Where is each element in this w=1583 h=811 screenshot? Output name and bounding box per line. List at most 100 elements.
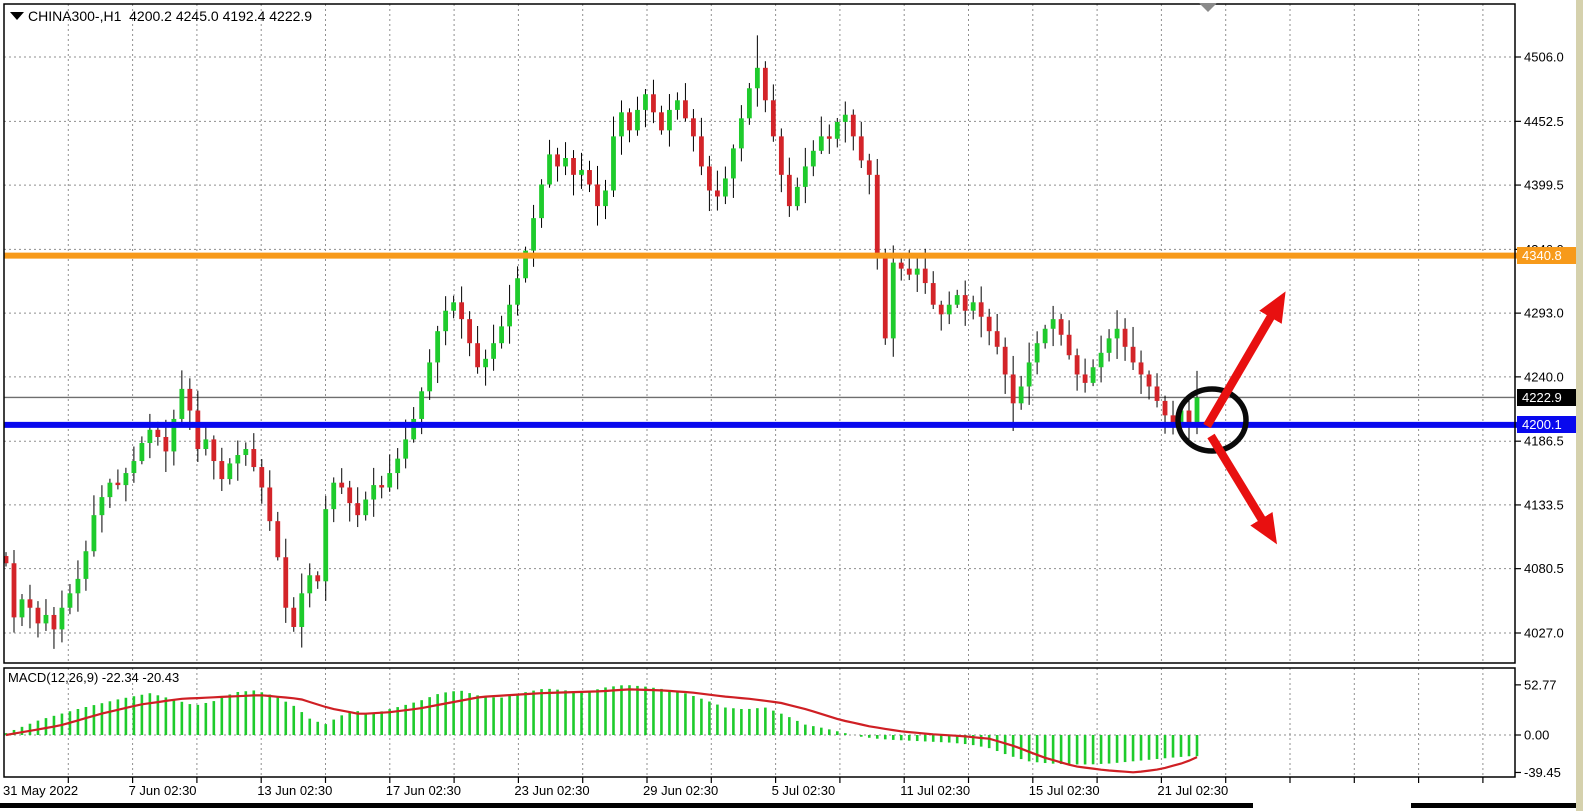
candle-up xyxy=(1106,338,1112,353)
chart-shift-marker-icon[interactable] xyxy=(1199,3,1217,12)
candle-down xyxy=(187,388,193,411)
candle-up xyxy=(810,150,816,167)
candle-up xyxy=(403,439,409,459)
candle-down xyxy=(882,256,888,339)
candle-up xyxy=(59,607,65,630)
candle-down xyxy=(826,136,832,139)
candle-down xyxy=(770,100,776,137)
candle-down xyxy=(683,100,688,119)
candle-up xyxy=(443,310,449,332)
candle-up xyxy=(307,575,313,594)
candle-down xyxy=(211,439,217,462)
candle-down xyxy=(1154,386,1160,401)
candle-up xyxy=(67,593,73,608)
candle-up xyxy=(1018,386,1024,404)
candle-down xyxy=(922,268,928,284)
candle-up xyxy=(603,190,608,207)
candle-down xyxy=(267,487,273,522)
candle-down xyxy=(906,268,912,275)
candle-down xyxy=(195,410,201,450)
candle-down xyxy=(994,331,1000,347)
gridlines xyxy=(4,4,1515,777)
candlesticks xyxy=(3,35,1200,649)
candle-down xyxy=(699,136,704,167)
candle-up xyxy=(579,170,584,175)
candle-up xyxy=(363,499,369,516)
support-price-tag: 4200.1 xyxy=(1517,416,1578,434)
candle-down xyxy=(163,436,169,452)
candle-down xyxy=(219,461,225,480)
arrow-down-annotation[interactable] xyxy=(1207,433,1278,545)
candle-down xyxy=(1130,346,1136,363)
candle-down xyxy=(115,482,121,486)
candle-up xyxy=(890,262,896,339)
price-tick-label: 4506.0 xyxy=(1524,50,1564,65)
price-tick-label: 4452.5 xyxy=(1524,114,1564,129)
highlight-circle[interactable] xyxy=(1175,386,1249,454)
price-tick-label: 4027.0 xyxy=(1524,625,1564,640)
macd-tick-label: -39.45 xyxy=(1524,765,1561,780)
candle-down xyxy=(1122,328,1128,347)
candle-up xyxy=(435,331,441,363)
candle-up xyxy=(243,449,249,456)
candle-up xyxy=(515,278,520,305)
candle-down xyxy=(347,487,353,504)
candle-up xyxy=(147,429,153,444)
candle-up xyxy=(730,148,736,179)
time-tick-label: 15 Jul 02:30 xyxy=(1029,783,1100,798)
horizontal-scrollbar-right[interactable] xyxy=(1411,803,1576,808)
candle-up xyxy=(954,295,960,305)
candle-up xyxy=(842,114,848,122)
arrow-up-annotation[interactable] xyxy=(1203,291,1286,429)
candle-up xyxy=(611,136,616,191)
candle-up xyxy=(1098,352,1104,368)
candle-down xyxy=(978,302,984,317)
candle-down xyxy=(3,556,9,564)
candle-up xyxy=(635,109,640,131)
candle-up xyxy=(331,482,337,510)
candle-down xyxy=(355,503,361,516)
candle-up xyxy=(1090,367,1096,383)
candle-up xyxy=(139,443,145,462)
candle-up xyxy=(834,121,840,139)
candle-down xyxy=(691,118,696,137)
candle-up xyxy=(395,458,401,474)
time-tick-label: 5 Jul 02:30 xyxy=(772,783,836,798)
candle-up xyxy=(539,184,544,219)
candle-down xyxy=(762,67,768,101)
candle-up xyxy=(531,218,536,251)
candle-up xyxy=(107,482,113,498)
symbol-dropdown-icon[interactable] xyxy=(10,12,24,20)
candle-down xyxy=(786,174,792,207)
horizontal-scrollbar[interactable] xyxy=(0,803,1253,808)
candle-down xyxy=(962,295,968,311)
candle-up xyxy=(19,599,25,618)
candle-up xyxy=(91,515,97,552)
candle-down xyxy=(51,614,57,630)
candle-up xyxy=(667,109,672,131)
candle-down xyxy=(251,449,257,468)
candle-down xyxy=(467,319,473,344)
price-tick-label: 4293.0 xyxy=(1524,306,1564,321)
candle-down xyxy=(1066,334,1072,356)
price-tick-label: 4186.5 xyxy=(1524,434,1564,449)
time-tick-label: 23 Jun 02:30 xyxy=(514,783,589,798)
candle-down xyxy=(339,482,345,488)
candle-up xyxy=(123,473,129,486)
candle-down xyxy=(275,521,281,558)
candle-up xyxy=(483,358,488,368)
candle-down xyxy=(1002,346,1008,375)
candle-down xyxy=(938,304,944,315)
candle-down xyxy=(259,467,265,488)
candle-up xyxy=(171,418,177,452)
candle-up xyxy=(818,136,824,151)
candle-down xyxy=(587,170,592,185)
macd-tick-label: 0.00 xyxy=(1524,728,1549,743)
candle-up xyxy=(427,362,433,392)
candle-down xyxy=(459,302,465,320)
candle-down xyxy=(283,557,289,608)
candle-up xyxy=(619,112,624,137)
candle-up xyxy=(746,88,752,119)
candle-up xyxy=(754,67,760,89)
